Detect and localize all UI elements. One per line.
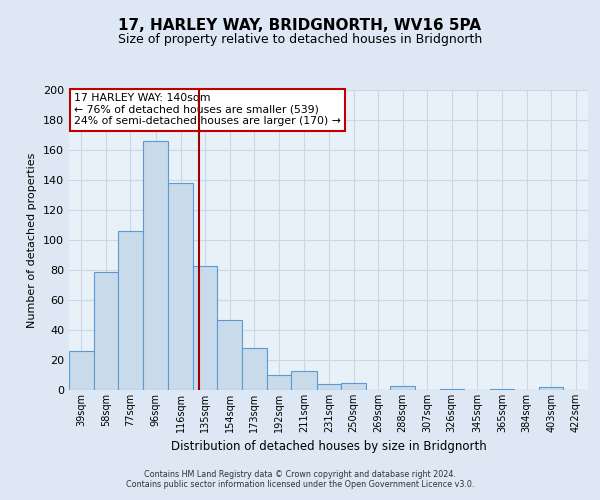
Text: 17, HARLEY WAY, BRIDGNORTH, WV16 5PA: 17, HARLEY WAY, BRIDGNORTH, WV16 5PA [119,18,482,32]
Bar [291,370,317,390]
Bar [341,382,366,390]
Bar [217,320,242,390]
Bar [391,386,415,390]
X-axis label: Distribution of detached houses by size in Bridgnorth: Distribution of detached houses by size … [170,440,487,454]
Text: Contains HM Land Registry data © Crown copyright and database right 2024.: Contains HM Land Registry data © Crown c… [144,470,456,479]
Bar [118,231,143,390]
Text: Contains public sector information licensed under the Open Government Licence v3: Contains public sector information licen… [126,480,474,489]
Bar [490,388,514,390]
Bar [266,375,291,390]
Bar [317,384,341,390]
Bar [169,183,193,390]
Bar [539,387,563,390]
Bar [193,266,217,390]
Y-axis label: Number of detached properties: Number of detached properties [28,152,37,328]
Bar [94,272,118,390]
Bar [242,348,266,390]
Bar [69,351,94,390]
Bar [143,141,169,390]
Bar [440,388,464,390]
Text: 17 HARLEY WAY: 140sqm
← 76% of detached houses are smaller (539)
24% of semi-det: 17 HARLEY WAY: 140sqm ← 76% of detached … [74,93,341,126]
Text: Size of property relative to detached houses in Bridgnorth: Size of property relative to detached ho… [118,32,482,46]
